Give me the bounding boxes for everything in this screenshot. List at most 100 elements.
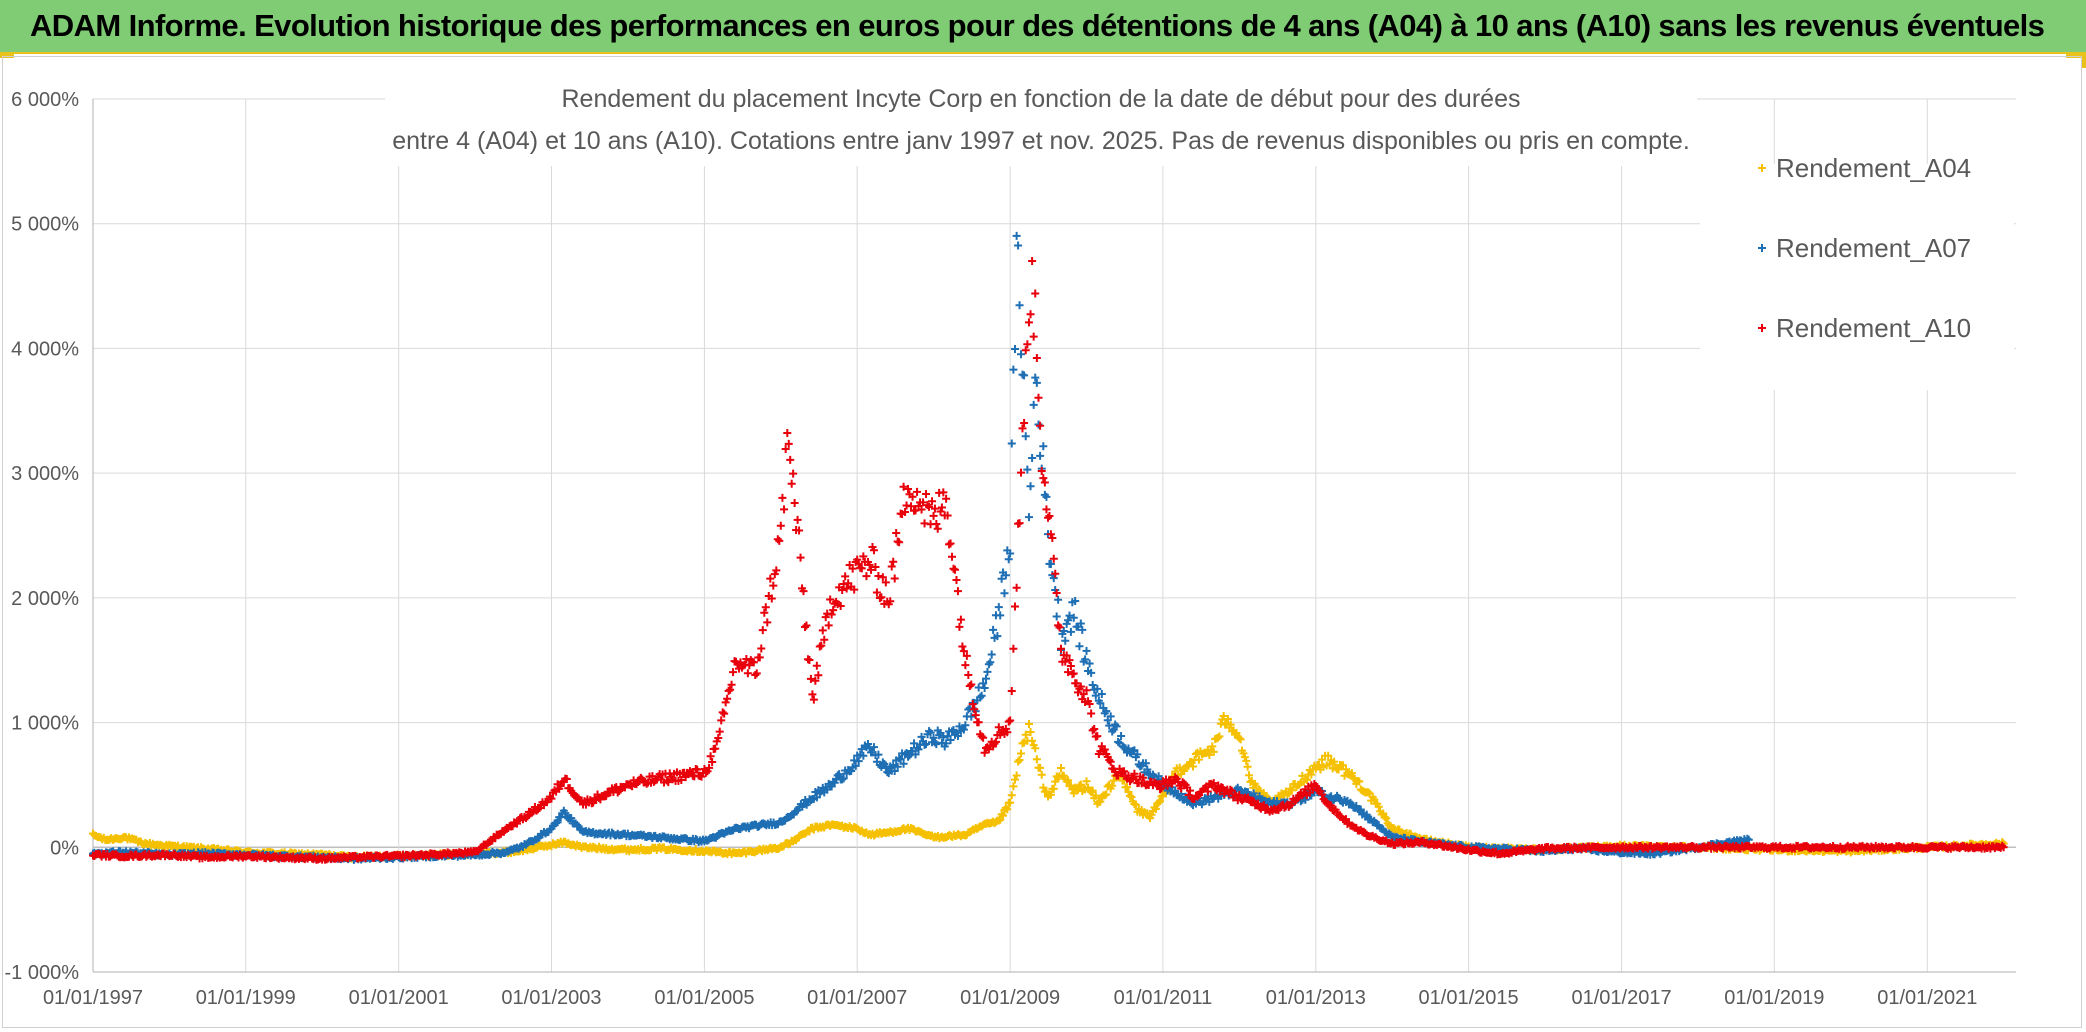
- data-point: [862, 572, 871, 581]
- data-point: [872, 588, 881, 597]
- data-point: [1023, 340, 1032, 349]
- data-point: [1028, 453, 1037, 462]
- data-point: [1382, 814, 1391, 823]
- data-point: [1032, 755, 1041, 764]
- data-point: [1031, 373, 1040, 382]
- data-point: [857, 564, 866, 573]
- data-point: [1031, 744, 1040, 753]
- data-point: [1109, 776, 1118, 785]
- data-point: [1064, 616, 1073, 625]
- data-point: [987, 650, 996, 659]
- data-point: [886, 597, 895, 606]
- data-point: [986, 658, 995, 667]
- data-point: [842, 584, 851, 593]
- data-point: [1096, 699, 1105, 708]
- data-point: [932, 740, 941, 749]
- data-point: [1055, 623, 1064, 632]
- x-tick-label: 01/01/1997: [43, 987, 143, 1009]
- data-point: [974, 718, 983, 727]
- data-point: [1154, 798, 1163, 807]
- data-point: [1147, 810, 1156, 819]
- data-point: [1056, 644, 1065, 653]
- data-point: [1133, 750, 1142, 759]
- data-point: [767, 594, 776, 603]
- data-point: [1000, 589, 1009, 598]
- data-point: [802, 621, 811, 630]
- data-point: [1049, 554, 1058, 563]
- data-point: [1046, 790, 1055, 799]
- data-point: [929, 511, 938, 520]
- data-point: [1011, 775, 1019, 784]
- data-point: [911, 750, 920, 759]
- data-point: [993, 632, 1002, 641]
- data-point: [1051, 569, 1060, 578]
- data-point: [1100, 745, 1109, 754]
- data-point: [817, 641, 826, 650]
- data-point: [1999, 843, 2008, 852]
- data-point: [793, 515, 802, 524]
- x-tick-label: 01/01/2013: [1266, 987, 1366, 1009]
- data-point: [980, 683, 989, 692]
- data-point: [1048, 534, 1057, 543]
- data-point: [718, 708, 727, 717]
- x-tick-label: 01/01/2015: [1419, 987, 1519, 1009]
- data-point: [1042, 505, 1051, 514]
- data-point: [854, 559, 863, 568]
- data-point: [1082, 646, 1091, 655]
- data-point: [1102, 707, 1111, 716]
- data-point: [1286, 784, 1295, 793]
- data-point: [1049, 574, 1058, 583]
- data-point: [1082, 686, 1091, 695]
- data-point: [961, 721, 970, 730]
- data-point: [1062, 777, 1071, 786]
- data-point: [1029, 400, 1038, 409]
- data-point: [881, 578, 890, 587]
- data-point: [775, 536, 784, 545]
- data-point: [1052, 589, 1061, 598]
- data-point: [890, 574, 899, 583]
- data-point: [1064, 668, 1073, 677]
- data-point: [979, 679, 988, 688]
- data-point: [1037, 770, 1046, 779]
- data-point: [997, 574, 1006, 583]
- data-point: [827, 610, 836, 619]
- y-tick-label: 5 000%: [11, 214, 79, 236]
- data-point: [561, 809, 570, 818]
- data-point: [1061, 636, 1070, 645]
- data-point: [869, 743, 878, 752]
- data-point: [550, 786, 559, 795]
- y-tick-label: 2 000%: [11, 588, 79, 610]
- x-tick-label: 01/01/1999: [196, 987, 296, 1009]
- data-point: [1088, 726, 1097, 735]
- data-point: [922, 740, 931, 749]
- data-point: [904, 752, 913, 761]
- data-point: [1213, 733, 1222, 742]
- data-point: [1001, 571, 1010, 580]
- data-point: [1036, 451, 1045, 460]
- x-tick-label: 01/01/2003: [501, 987, 601, 1009]
- data-point: [1082, 777, 1091, 786]
- data-point: [854, 757, 863, 766]
- data-point: [1130, 769, 1139, 778]
- chart-title-line: Rendement du placement Incyte Corp en fo…: [562, 85, 1521, 113]
- data-point: [1124, 744, 1133, 753]
- data-point: [829, 606, 838, 615]
- data-point: [1024, 318, 1033, 327]
- data-point: [751, 671, 760, 680]
- data-point: [946, 539, 955, 548]
- data-point: [808, 690, 817, 699]
- chart-title-text: Rendement du placement Incyte Corp en fo…: [392, 85, 1690, 155]
- data-points: [89, 231, 2008, 864]
- data-point: [1039, 474, 1048, 483]
- data-point: [769, 581, 778, 590]
- series-Rendement_A10: [89, 256, 2008, 864]
- data-point: [838, 586, 847, 595]
- data-point: [677, 775, 686, 784]
- data-point: [1024, 720, 1033, 729]
- data-point: [917, 505, 926, 514]
- data-point: [800, 623, 809, 632]
- data-point: [1106, 757, 1115, 766]
- data-point: [1026, 482, 1035, 491]
- data-point: [1009, 365, 1018, 374]
- data-point: [1347, 769, 1356, 778]
